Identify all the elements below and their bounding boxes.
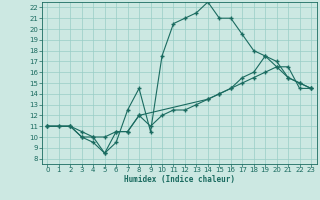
X-axis label: Humidex (Indice chaleur): Humidex (Indice chaleur) xyxy=(124,175,235,184)
